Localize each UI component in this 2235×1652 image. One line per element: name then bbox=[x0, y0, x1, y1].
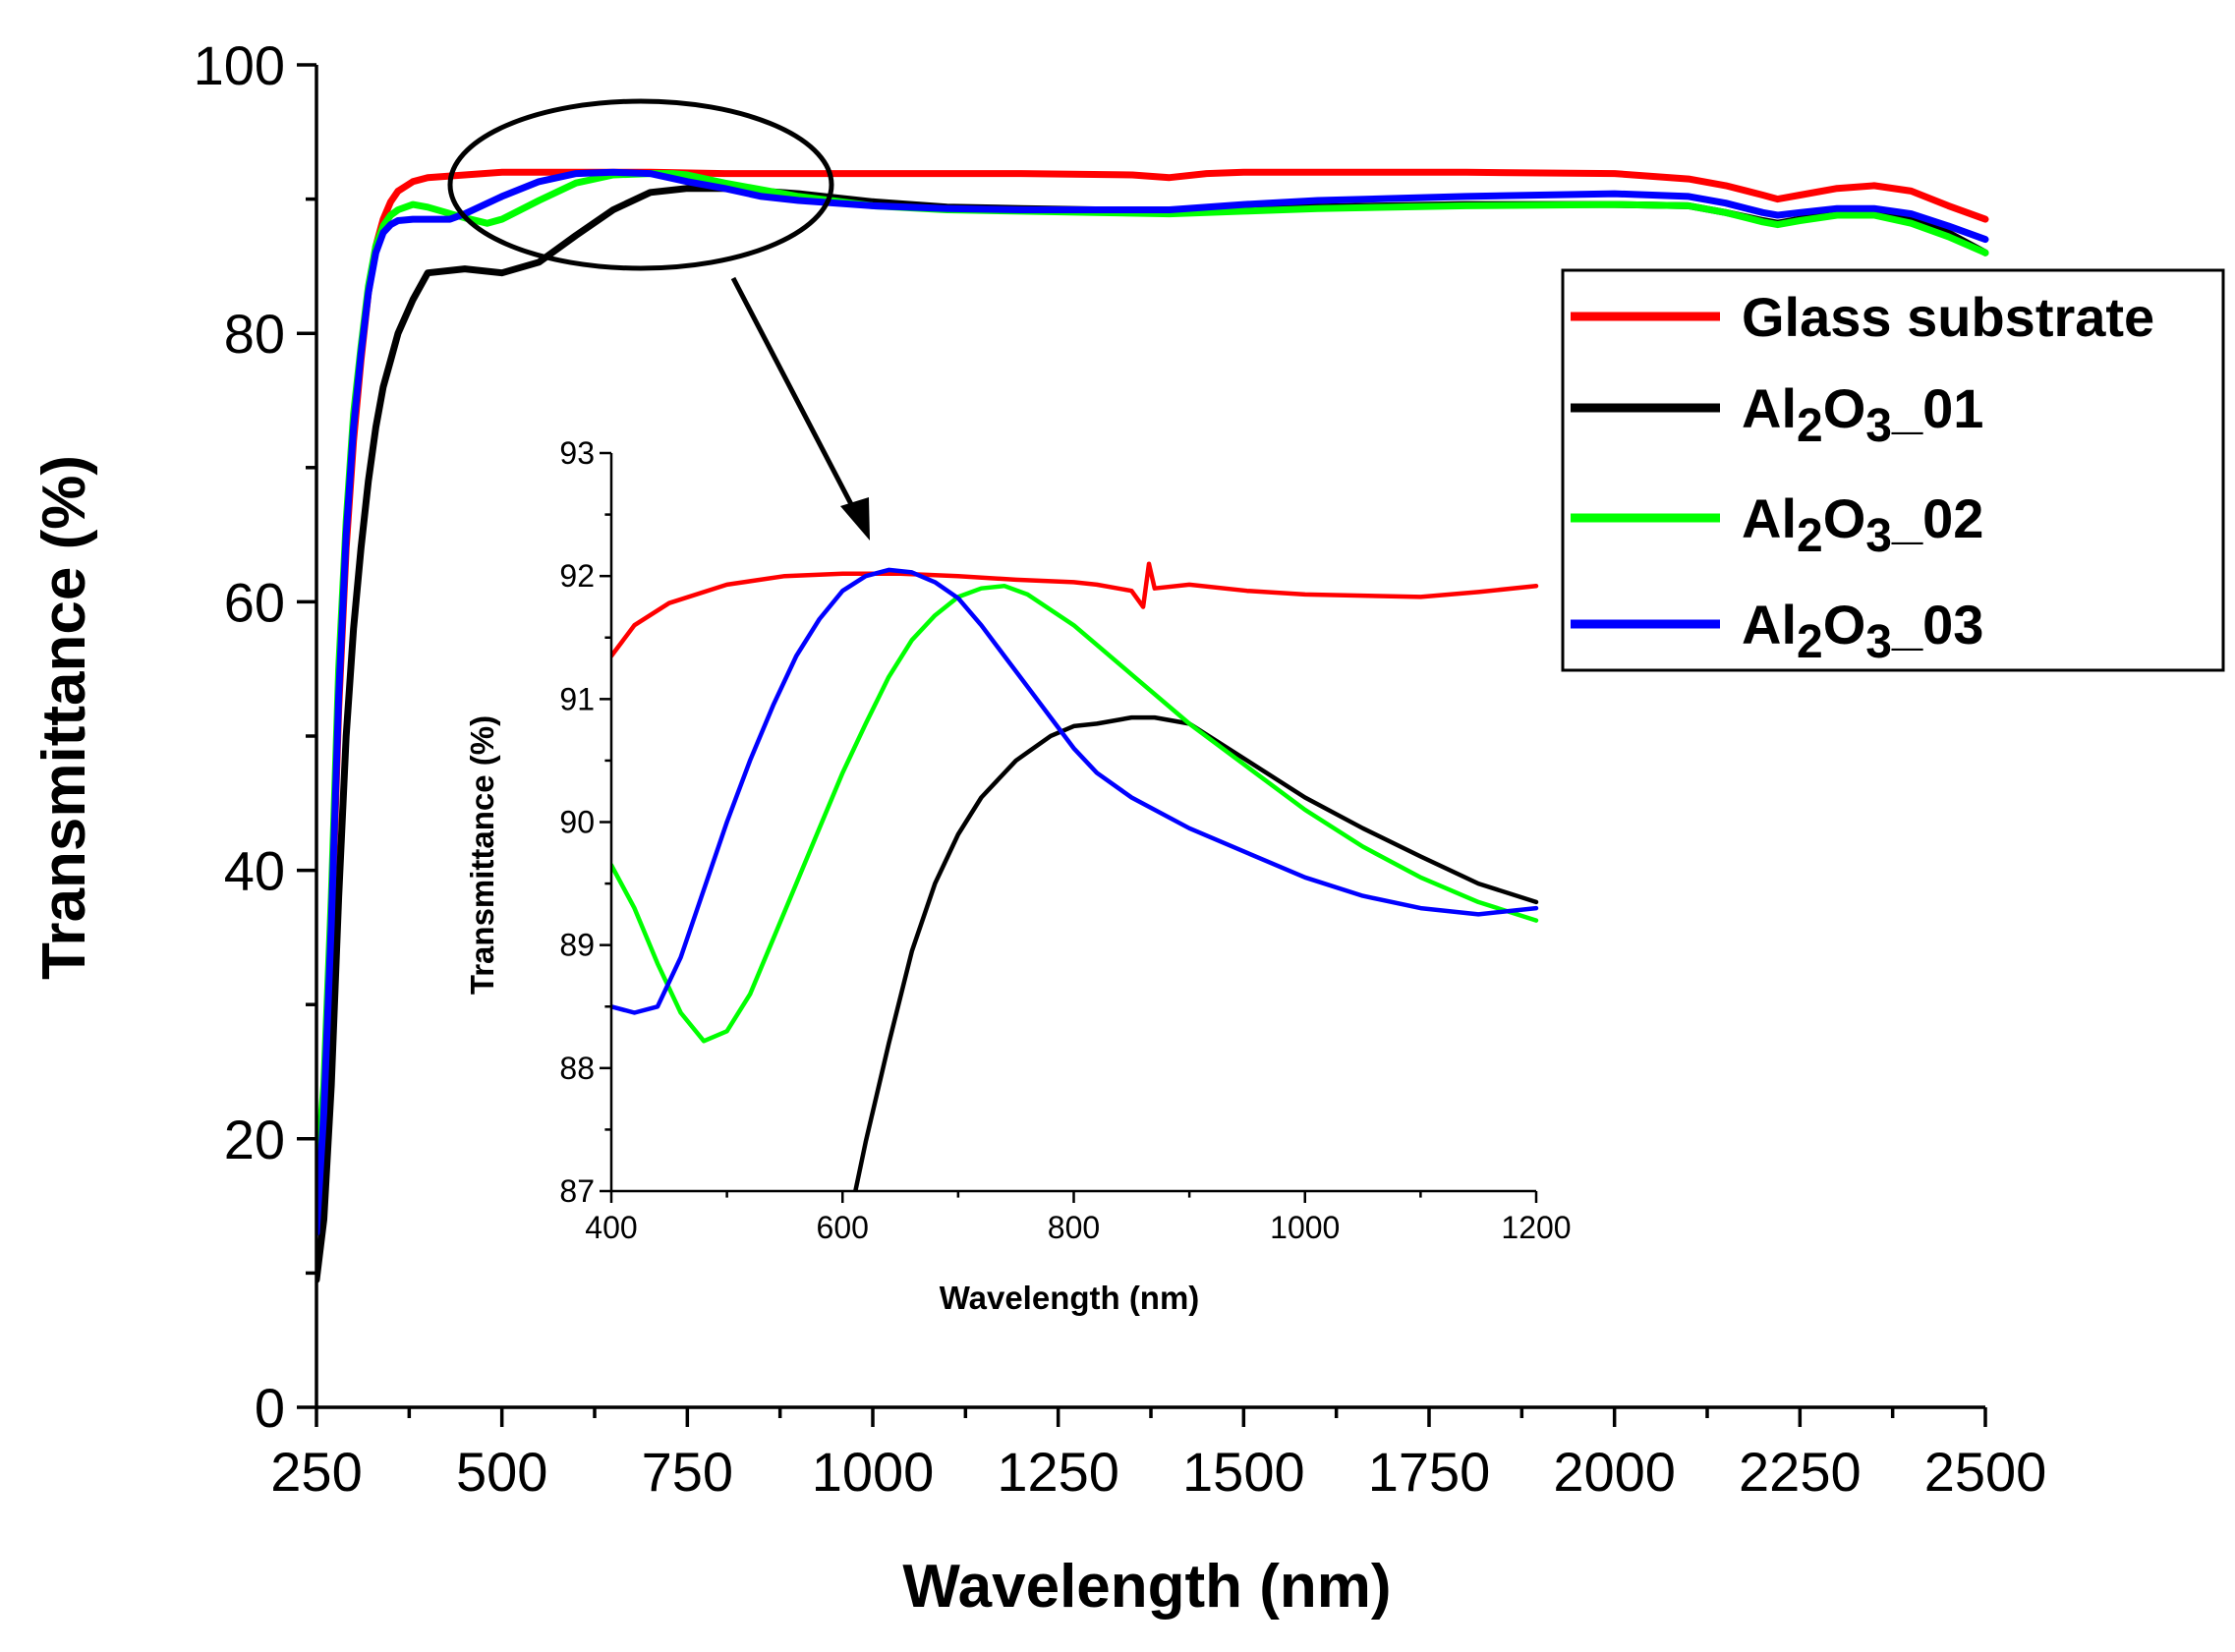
inset-x-tick-label: 400 bbox=[585, 1210, 637, 1245]
legend-label-part: _02 bbox=[1891, 487, 1983, 549]
legend-label-part: Al bbox=[1742, 594, 1797, 655]
legend-label-part: Glass substrate bbox=[1742, 286, 2154, 348]
inset-x-tick-label: 1000 bbox=[1270, 1210, 1340, 1245]
main-y-tick-label: 40 bbox=[224, 840, 285, 902]
legend-label-part: _03 bbox=[1891, 594, 1983, 655]
main-x-axis-label: Wavelength (nm) bbox=[902, 1553, 1391, 1621]
main-y-tick-label: 20 bbox=[224, 1109, 285, 1170]
inset-y-axis-label: Transmittance (%) bbox=[464, 715, 500, 995]
legend-label-part: Al bbox=[1742, 487, 1797, 549]
inset-y-tick-label: 93 bbox=[559, 435, 595, 471]
legend-label-part: 2 bbox=[1797, 510, 1823, 562]
legend-label-1: Glass substrate bbox=[1742, 286, 2154, 348]
main-y-axis-label: Transmittance (%) bbox=[30, 455, 98, 980]
main-x-tick-label: 250 bbox=[270, 1441, 362, 1503]
legend-label-part: Al bbox=[1742, 377, 1797, 439]
legend-label-part: 3 bbox=[1865, 400, 1892, 452]
inset-chart: 400 600 800 1000 1200 87 88 89 90 91 92 93 Waveleng… bbox=[464, 435, 1572, 1316]
legend-label-part: 2 bbox=[1797, 400, 1823, 452]
inset-y-tick-label: 92 bbox=[559, 558, 595, 594]
inset-series-line-4 bbox=[611, 567, 1539, 1015]
main-x-tick-label: 2250 bbox=[1739, 1441, 1862, 1503]
inset-x-axis-label: Wavelength (nm) bbox=[940, 1280, 1200, 1316]
inset-series-line-2 bbox=[853, 714, 1539, 1191]
zoom-annotation bbox=[447, 98, 870, 541]
inset-x-tick-label: 600 bbox=[817, 1210, 869, 1245]
inset-y-tick-label: 89 bbox=[559, 928, 595, 963]
zoom-arrow-line bbox=[730, 276, 855, 508]
inset-y-tick-label: 88 bbox=[559, 1051, 595, 1086]
inset-y-tick-label: 87 bbox=[559, 1173, 595, 1209]
legend-label-2: Al2O3_01 bbox=[1742, 377, 1983, 452]
legend-label-part: _01 bbox=[1891, 377, 1983, 439]
legend-label-part: 3 bbox=[1865, 510, 1892, 562]
main-x-tick-label: 2500 bbox=[1924, 1441, 2047, 1503]
legend-box bbox=[1561, 268, 2225, 672]
legend-label-4: Al2O3_03 bbox=[1742, 594, 1983, 668]
legend-label-part: O bbox=[1823, 487, 1866, 549]
zoom-arrow-head bbox=[840, 497, 870, 541]
main-x-tick-label: 1000 bbox=[812, 1441, 935, 1503]
main-x-tick-label: 500 bbox=[456, 1441, 547, 1503]
main-y-tick-label: 80 bbox=[224, 303, 285, 365]
legend-label-part: 2 bbox=[1797, 616, 1823, 668]
main-x-tick-label: 1500 bbox=[1182, 1441, 1305, 1503]
legend-label-3: Al2O3_02 bbox=[1742, 487, 1983, 562]
main-y-tick-label: 60 bbox=[224, 571, 285, 633]
inset-x-tick-label: 1200 bbox=[1501, 1210, 1571, 1245]
main-x-tick-label: 2000 bbox=[1553, 1441, 1676, 1503]
inset-y-tick-label: 91 bbox=[559, 681, 595, 716]
main-chart: 250 500 750 1000 1250 1500 1750 2000 2250 2500 0 20… bbox=[30, 34, 2046, 1621]
zoom-region-ellipse bbox=[447, 98, 834, 271]
inset-series-line-3 bbox=[611, 583, 1539, 1044]
inset-series-line-1 bbox=[611, 561, 1539, 658]
legend-label-part: O bbox=[1823, 377, 1866, 439]
main-x-tick-label: 750 bbox=[642, 1441, 733, 1503]
main-x-tick-label: 1750 bbox=[1368, 1441, 1491, 1503]
inset-axes: 400 600 800 1000 1200 87 88 89 90 91 92 93 bbox=[559, 435, 1571, 1245]
main-series-line-4 bbox=[316, 168, 1989, 1236]
main-series-group bbox=[316, 168, 1989, 1283]
legend-label-part: 3 bbox=[1865, 616, 1892, 668]
main-y-tick-label: 0 bbox=[255, 1377, 285, 1439]
inset-x-tick-label: 800 bbox=[1048, 1210, 1100, 1245]
inset-series-group bbox=[611, 561, 1539, 1191]
main-x-tick-label: 1250 bbox=[997, 1441, 1119, 1503]
main-axes: 250 500 750 1000 1250 1500 1750 2000 2250 2500 0 20… bbox=[194, 34, 2047, 1503]
legend-label-part: O bbox=[1823, 594, 1866, 655]
inset-y-tick-label: 90 bbox=[559, 805, 595, 840]
main-y-tick-label: 100 bbox=[194, 34, 285, 96]
